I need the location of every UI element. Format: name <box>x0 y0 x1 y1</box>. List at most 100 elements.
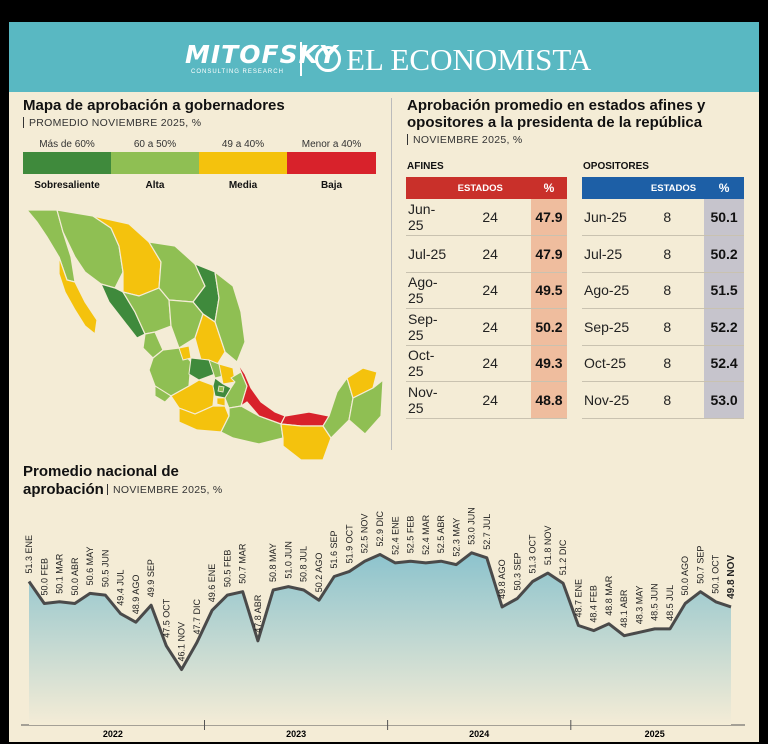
data-label: 52.9 DIC <box>375 510 385 546</box>
data-label: 52.4 MAR <box>421 514 431 555</box>
state-yucatan <box>346 367 378 399</box>
state-baja-california-sur <box>58 256 98 336</box>
afines-label: AFINES <box>407 161 444 172</box>
afines-header-row: ESTADOS % <box>406 177 567 199</box>
table-row: Ago-25 8 51.5 <box>582 272 744 309</box>
legend-category-3: Media <box>228 180 258 191</box>
map-subtitle: PROMEDIO NOVIEMBRE 2025, % <box>23 117 201 129</box>
line-subtitle: NOVIEMBRE 2025, % <box>107 484 223 496</box>
legend-category-1: Sobresaliente <box>34 180 100 191</box>
data-label: 52.5 ABR <box>436 515 446 554</box>
data-label: 47.7 DIC <box>192 598 202 634</box>
legend-range-1: Más de 60% <box>39 139 95 150</box>
legend-range-4: Menor a 40% <box>301 139 362 150</box>
table-row: Nov-25 24 48.8 <box>406 381 567 419</box>
data-label: 52.4 ENE <box>390 516 400 555</box>
data-label: 51.3 OCT <box>528 534 538 574</box>
approval-area <box>29 552 731 725</box>
approval-line <box>27 551 732 671</box>
state-morelos <box>216 397 226 407</box>
data-label: 48.5 JUN <box>650 583 660 621</box>
data-label: 50.2 AGO <box>314 553 324 593</box>
mexico-map <box>25 209 384 461</box>
mitofsky-logo-subtitle: CONSULTING RESEARCH <box>191 69 284 75</box>
state-chiapas <box>280 423 332 461</box>
afines-table: ESTADOS % Jun-25 24 47.9 Jul-25 24 47.9 … <box>406 177 567 419</box>
year-label: 2022 <box>103 729 123 739</box>
data-label: 50.7 MAR <box>238 543 248 584</box>
legend-swatch-media <box>199 152 287 174</box>
data-label: 50.1 OCT <box>711 554 721 594</box>
data-label: 50.8 MAY <box>268 543 278 582</box>
data-label: 52.5 NOV <box>360 514 370 554</box>
opositores-col-states: ESTADOS <box>650 182 697 194</box>
line-title-line1: Promedio nacional de <box>23 463 179 480</box>
year-label: 2025 <box>645 729 665 739</box>
data-label: 48.5 JUL <box>665 585 675 621</box>
table-title-line1: Aprobación promedio en estados afines y <box>407 97 706 114</box>
opositores-col-pct: % <box>718 181 730 195</box>
opositores-table: ESTADOS % Jun-25 8 50.1 Jul-25 8 50.2 Ag… <box>582 177 744 419</box>
afines-col-states: ESTADOS <box>457 182 503 194</box>
legend-swatch-sobresaliente <box>23 152 111 174</box>
state-hidalgo <box>218 363 236 385</box>
opositores-header-row: ESTADOS % <box>582 177 744 199</box>
data-label: 49.8 NOV <box>726 555 737 599</box>
vertical-divider <box>391 98 392 450</box>
data-label: 53.0 JUN <box>467 507 477 545</box>
data-label: 49.6 ENE <box>207 564 217 603</box>
data-label: 50.5 FEB <box>222 550 232 588</box>
table-subtitle: NOVIEMBRE 2025, % <box>407 134 523 146</box>
state-quintana-roo <box>348 378 384 435</box>
data-label: 49.4 JUL <box>116 570 126 606</box>
data-label: 46.1 NOV <box>177 622 187 662</box>
data-label: 52.3 MAY <box>451 518 461 557</box>
state-cdmx <box>217 385 225 393</box>
data-label: 50.0 ABR <box>70 557 80 596</box>
data-label: 50.1 MAR <box>55 553 65 594</box>
opositores-label: OPOSITORES <box>583 161 649 172</box>
data-label: 50.8 JUL <box>299 546 309 582</box>
logo-separator <box>300 42 302 76</box>
state-colima <box>154 385 172 403</box>
data-label: 50.0 FEB <box>39 558 49 596</box>
map-title: Mapa de aprobación a gobernadores <box>23 97 285 114</box>
table-row: Oct-25 24 49.3 <box>406 345 567 382</box>
legend-range-2: 60 a 50% <box>133 139 177 150</box>
data-label: 48.1 ABR <box>619 589 629 628</box>
data-label: 51.8 NOV <box>543 526 553 566</box>
data-label: 48.4 FEB <box>589 585 599 623</box>
data-label: 48.7 ENE <box>573 579 583 618</box>
table-row: Jun-25 8 50.1 <box>582 199 744 236</box>
data-label: 52.5 FEB <box>406 516 416 554</box>
table-row: Oct-25 8 52.4 <box>582 345 744 382</box>
state-oaxaca <box>220 405 284 445</box>
data-label: 50.7 SEP <box>696 546 706 584</box>
data-label: 50.5 JUN <box>100 550 110 588</box>
data-label: 51.9 OCT <box>345 524 355 564</box>
data-label: 50.6 MAY <box>85 547 95 586</box>
data-label: 52.7 JUL <box>482 514 492 550</box>
table-row: Jun-25 24 47.9 <box>406 199 567 236</box>
data-label: 50.0 AGO <box>680 556 690 596</box>
data-label: 48.9 AGO <box>131 575 141 615</box>
table-row: Jul-25 24 47.9 <box>406 235 567 273</box>
state-tabasco <box>280 411 330 427</box>
year-label: 2023 <box>286 729 306 739</box>
data-label: 51.2 DIC <box>558 539 568 575</box>
data-label: 51.3 ENE <box>24 535 34 574</box>
data-label: 51.0 JUN <box>283 541 293 579</box>
legend-category-2: Alta <box>145 180 165 191</box>
el-economista-logo: EL ECONOMISTA <box>346 42 592 77</box>
legend-swatch-baja <box>287 152 376 174</box>
table-row: Nov-25 8 53.0 <box>582 381 744 419</box>
data-label: 51.6 SEP <box>329 530 339 568</box>
year-label: 2024 <box>469 729 489 739</box>
approval-line-chart: 51.3 ENE 50.0 FEB 50.1 MAR 50.0 ABR 50.6 MAY… <box>21 507 745 739</box>
state-campeche <box>322 376 354 439</box>
afines-col-pct: % <box>543 181 555 195</box>
brand-header: MITOFSKY CONSULTING RESEARCH EL ECONOMIS… <box>9 22 759 92</box>
data-label: 47.5 OCT <box>161 598 171 638</box>
el-economista-emblem-icon <box>315 46 341 72</box>
